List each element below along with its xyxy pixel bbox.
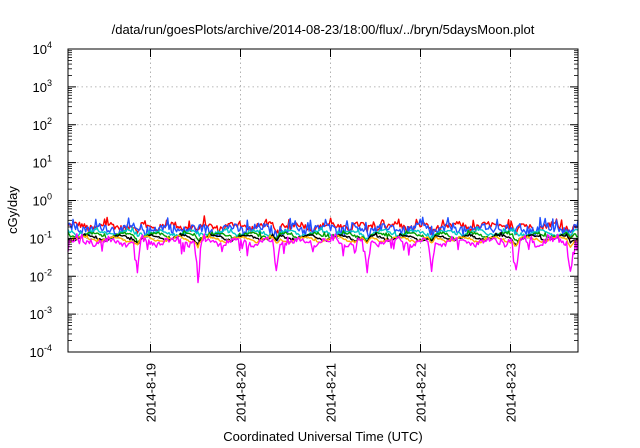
x-tick-label: 2014-8-22 <box>414 363 429 422</box>
y-axis: 10-4 10-3 10-2 10-1 100 101 102 103 104 <box>30 40 578 360</box>
series-line <box>67 215 579 240</box>
y-tick-label: 101 <box>33 154 52 171</box>
x-tick-label: 2014-8-21 <box>324 363 339 422</box>
series-line <box>67 233 579 284</box>
chart-title: /data/run/goesPlots/archive/2014-08-23/1… <box>112 22 535 37</box>
y-tick-label: 103 <box>33 78 52 95</box>
x-tick-label: 2014-8-23 <box>504 363 519 422</box>
series-line <box>67 216 579 242</box>
x-tick-label: 2014-8-20 <box>234 363 249 422</box>
x-axis-label: Coordinated Universal Time (UTC) <box>223 429 422 444</box>
x-axis: 2014-8-19 2014-8-20 2014-8-21 2014-8-22 2014… <box>144 49 519 422</box>
series-layer <box>67 215 579 284</box>
y-tick-label: 10-1 <box>30 229 52 246</box>
x-tick-label: 2014-8-19 <box>144 363 159 422</box>
y-axis-label: cGy/day <box>5 186 20 234</box>
y-tick-label: 10-4 <box>30 343 52 360</box>
y-tick-label: 102 <box>33 116 52 133</box>
grid-lines <box>68 49 578 352</box>
y-tick-label: 10-2 <box>30 267 52 284</box>
y-tick-label: 10-3 <box>30 305 52 322</box>
y-tick-label: 104 <box>33 40 52 57</box>
y-tick-label: 100 <box>33 192 52 209</box>
